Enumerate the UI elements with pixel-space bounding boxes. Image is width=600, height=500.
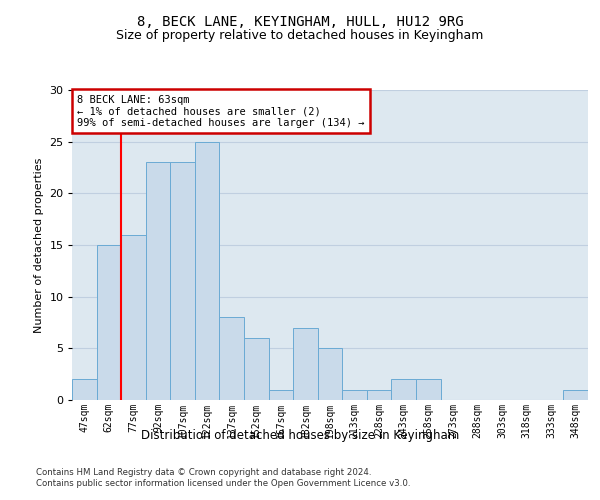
Bar (367, 390, 391, 400)
Bar (170, 162, 195, 400)
Bar (269, 390, 293, 400)
Text: Distribution of detached houses by size in Keyingham: Distribution of detached houses by size … (141, 428, 459, 442)
Y-axis label: Number of detached properties: Number of detached properties (34, 158, 44, 332)
Text: Size of property relative to detached houses in Keyingham: Size of property relative to detached ho… (116, 28, 484, 42)
Text: Contains HM Land Registry data © Crown copyright and database right 2024.: Contains HM Land Registry data © Crown c… (36, 468, 371, 477)
Bar (97, 245, 121, 400)
Text: 8, BECK LANE, KEYINGHAM, HULL, HU12 9RG: 8, BECK LANE, KEYINGHAM, HULL, HU12 9RG (137, 16, 463, 30)
Bar (342, 390, 367, 400)
Bar (146, 162, 170, 400)
Bar (416, 380, 440, 400)
Bar (293, 328, 318, 400)
Bar (563, 390, 588, 400)
Bar (72, 380, 97, 400)
Text: Contains public sector information licensed under the Open Government Licence v3: Contains public sector information licen… (36, 480, 410, 488)
Bar (318, 348, 342, 400)
Bar (195, 142, 220, 400)
Bar (220, 318, 244, 400)
Text: 8 BECK LANE: 63sqm
← 1% of detached houses are smaller (2)
99% of semi-detached : 8 BECK LANE: 63sqm ← 1% of detached hous… (77, 94, 365, 128)
Bar (391, 380, 416, 400)
Bar (244, 338, 269, 400)
Bar (121, 234, 146, 400)
